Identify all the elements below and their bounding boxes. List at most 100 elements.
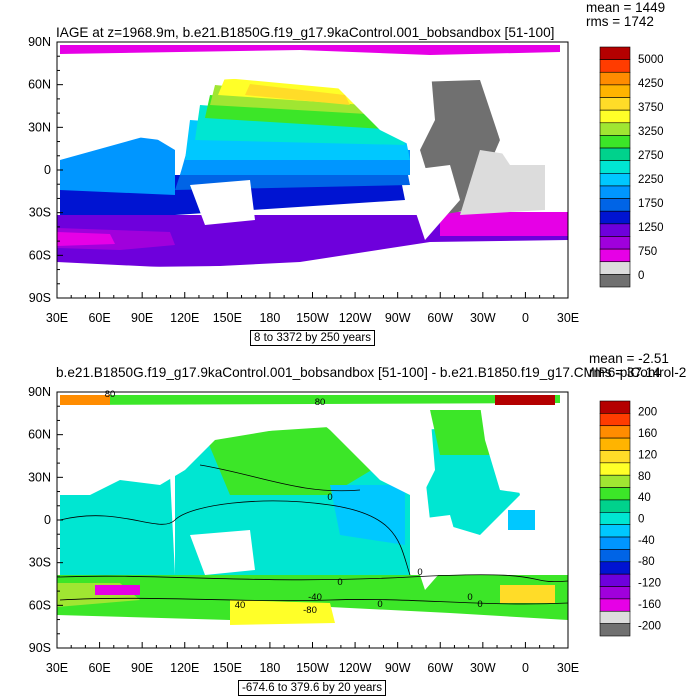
contour-label: 0: [467, 592, 472, 603]
chart1-eurasia: [57, 55, 305, 150]
chart2-arctic-green: [60, 395, 560, 405]
colorbar-swatch: [599, 450, 631, 464]
colorbar-label: 1750: [638, 198, 664, 210]
colorbar-swatch: [599, 173, 631, 187]
colorbar-swatch: [599, 437, 631, 451]
contour-label: 0: [377, 599, 382, 610]
chart2-range-label: -674.6 to 379.6 by 20 years: [238, 680, 387, 696]
colorbar-swatch: [599, 198, 631, 212]
chart2-south-america: [410, 515, 460, 590]
colorbar-swatch: [599, 474, 631, 488]
contour-label: 80: [315, 397, 326, 408]
contour-label: 80: [105, 389, 116, 400]
y-tick-label: 30N: [28, 120, 51, 134]
colorbar-swatch: [599, 122, 631, 136]
chart2-contour-line: [59, 574, 568, 583]
colorbar-label: 0: [638, 514, 644, 526]
colorbar-swatch: [599, 236, 631, 250]
chart2-title: b.e21.B1850G.f19_g17.9kaControl.001_bobs…: [56, 365, 687, 380]
colorbar-swatch: [599, 487, 631, 501]
colorbar-swatch: [599, 586, 631, 600]
x-tick-label: 60E: [88, 311, 110, 325]
colorbar-swatch: [599, 462, 631, 476]
y-tick-label: 30S: [29, 556, 51, 570]
x-tick-label: 180: [259, 661, 280, 675]
y-tick-label: 90N: [28, 385, 51, 399]
colorbar-swatch: [599, 223, 631, 237]
chart1-plot: 30E 60E 90E 120E 150E 180 150W 120W 90W 60W 30W 0 30…: [28, 35, 664, 325]
colorbar-swatch: [599, 135, 631, 149]
chart2-south-yellow: [230, 600, 335, 625]
x-tick-label: 30E: [557, 311, 579, 325]
chart1-europe-africa-north: [480, 55, 568, 150]
colorbar-swatch: [599, 561, 631, 575]
chart2-atlantic-blue-spot: [508, 510, 535, 530]
chart1-north-america: [300, 55, 435, 150]
colorbar-swatch: [599, 160, 631, 174]
colorbar-label: 2250: [638, 174, 664, 186]
chart2-colorbar: 200 160 120 80 40 0 -40 -80 -120 -160 -200: [599, 400, 661, 637]
chart2-europe-africa: [480, 405, 568, 500]
colorbar-swatch: [599, 499, 631, 513]
colorbar-label: 3250: [638, 126, 664, 138]
colorbar-swatch: [599, 425, 631, 439]
chart1-atlantic-lightgrey: [460, 150, 545, 215]
chart1-indian-deep: [60, 190, 175, 215]
colorbar-swatch: [599, 210, 631, 225]
x-tick-label: 30W: [470, 661, 496, 675]
colorbar-swatch: [599, 512, 631, 525]
y-tick-label: 90S: [29, 641, 51, 655]
y-tick-label: 60S: [29, 248, 51, 262]
chart2-y-axis: 90N 60N 30N 0 30S 60S 90S: [28, 385, 63, 655]
x-tick-label: 60W: [427, 311, 453, 325]
chart1-australia: [190, 180, 255, 225]
y-tick-label: 0: [44, 163, 51, 177]
x-tick-label: 120E: [170, 661, 199, 675]
y-tick-label: 0: [44, 513, 51, 527]
x-tick-label: 90E: [131, 661, 153, 675]
chart1-title: IAGE at z=1968.9m, b.e21.B1850G.f19_g17.…: [56, 25, 555, 40]
x-tick-label: 0: [522, 661, 529, 675]
y-tick-label: 30S: [29, 206, 51, 220]
y-tick-label: 60N: [28, 78, 51, 92]
x-tick-label: 150W: [296, 661, 329, 675]
x-tick-label: 0: [522, 311, 529, 325]
colorbar-label: 200: [638, 407, 657, 419]
colorbar-label: 0: [638, 270, 644, 282]
x-tick-label: 30E: [557, 661, 579, 675]
contour-label: 0: [337, 577, 342, 588]
x-tick-label: 180: [259, 311, 280, 325]
colorbar-label: 120: [638, 449, 657, 461]
colorbar-swatch: [599, 274, 631, 288]
chart1-x-axis: 30E 60E 90E 120E 150E 180 150W 120W 90W 60W 30W 0 30…: [46, 292, 579, 325]
chart2-mean: mean = -2.51: [589, 351, 669, 366]
y-tick-label: 30N: [28, 470, 51, 484]
colorbar-swatch: [599, 185, 631, 199]
chart1-arctic-band: [60, 45, 560, 55]
chart1-south-america: [410, 165, 460, 240]
chart2-south-green: [57, 575, 568, 620]
chart2-south-atl-yellow: [500, 585, 555, 603]
y-tick-label: 90N: [28, 35, 51, 49]
chart1-pac-yellow2: [245, 84, 350, 105]
colorbar-label: 750: [638, 246, 657, 258]
chart2-indian-cyan: [60, 475, 175, 575]
contour-label: -40: [308, 592, 322, 603]
x-tick-label: 150W: [296, 311, 329, 325]
chart2-contour-line: [199, 464, 361, 492]
chart1-mean: mean = 1449: [586, 0, 666, 15]
contour-label: -80: [303, 605, 317, 616]
y-tick-label: 60N: [28, 428, 51, 442]
colorbar-label: -200: [638, 620, 661, 632]
chart2-rms: rms = 37.14: [589, 365, 661, 380]
x-tick-label: 30E: [46, 661, 68, 675]
chart2-contour-line: [59, 500, 411, 576]
colorbar-swatch: [599, 623, 631, 637]
chart1-range-label: 8 to 3372 by 250 years: [250, 330, 375, 346]
colorbar-swatch: [599, 97, 631, 111]
chart2-x-axis: 30E 60E 90E 120E 150E 180 150W 120W 90W 60W 30W 0 30…: [46, 642, 579, 675]
x-tick-label: 150E: [213, 311, 242, 325]
chart2-australia: [190, 530, 255, 575]
